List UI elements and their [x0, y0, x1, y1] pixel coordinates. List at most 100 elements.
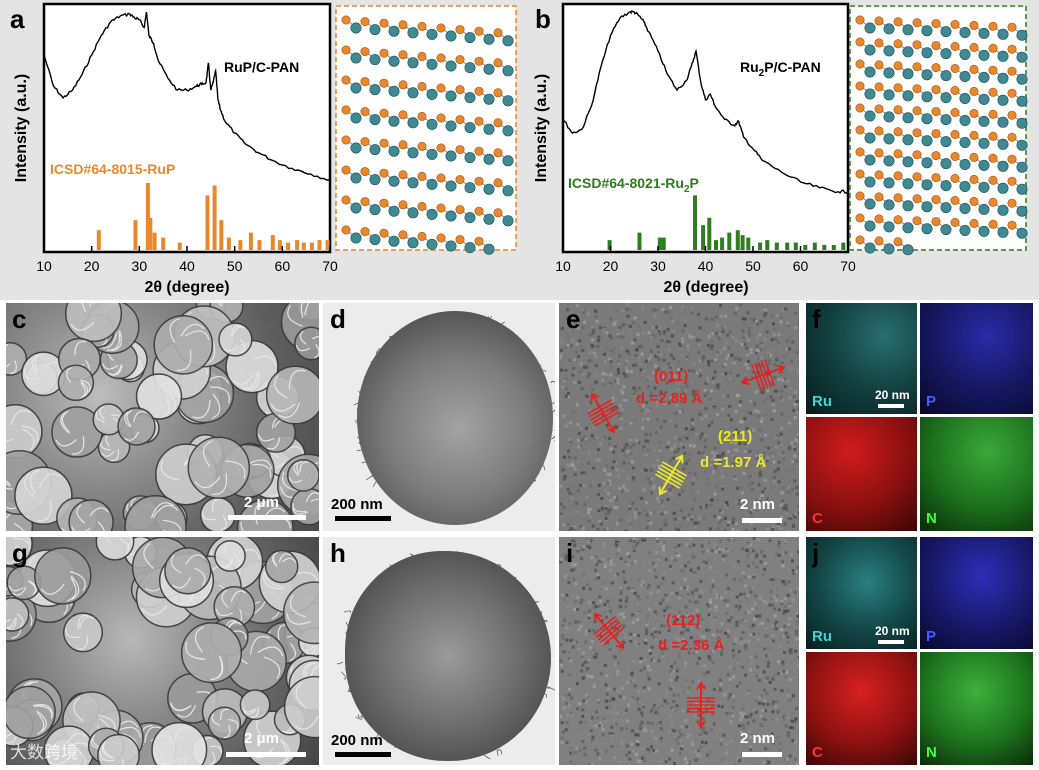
x-tick-label: 70 — [322, 258, 338, 274]
x-tick-label: 30 — [132, 258, 148, 274]
scale-bar-h — [335, 752, 391, 757]
scale-bar-d — [335, 516, 391, 521]
reference-stick — [714, 240, 718, 250]
scale-bar-e — [742, 518, 782, 523]
x-tick-label: 30 — [650, 258, 666, 274]
reference-stick — [774, 242, 779, 250]
reference-stick — [257, 240, 262, 250]
scale-text-h: 200 nm — [331, 732, 383, 749]
reference-stick — [133, 220, 138, 250]
reference-stick — [637, 232, 642, 250]
panel-label-j: j — [812, 538, 820, 568]
x-tick-label: 20 — [603, 258, 619, 274]
reference-stick — [831, 245, 836, 250]
scale-text-c: 2 μm — [244, 494, 280, 511]
reference-stick — [238, 240, 243, 250]
scale-bar-c — [228, 515, 306, 520]
reference-label-ru2p: ICSD#64-8021-Ru2P — [568, 175, 699, 195]
panel-label-d: d — [330, 304, 346, 334]
eds-map-p-j: P — [920, 537, 1033, 649]
reference-stick — [727, 232, 732, 250]
reference-stick — [325, 240, 330, 250]
x-tick-label: 20 — [84, 258, 100, 274]
eds-map-ru-f: Ru — [806, 303, 917, 414]
watermark: 大数跨境 — [10, 743, 78, 763]
reference-stick — [226, 237, 231, 250]
xrd-chart-a: 10 20 30 40 50 60 70 RuP/C-PAN ICSD#64-8015-Ru… — [13, 2, 517, 296]
reference-stick — [785, 242, 790, 250]
reference-label-rup: ICSD#64-8015-RuP — [50, 161, 175, 177]
scale-text-i: 2 nm — [740, 730, 776, 747]
x-tick-label: 60 — [793, 258, 809, 274]
reference-stick — [309, 242, 314, 250]
eds-map-p-f: P — [920, 303, 1033, 414]
eds-map-n-f: N — [920, 417, 1033, 531]
crystal-structure-ru2p — [855, 15, 1028, 256]
panel-label-h: h — [330, 538, 346, 568]
x-axis-title-b: 2θ (degree) — [663, 279, 748, 296]
reference-stick — [248, 232, 253, 250]
reference-stick — [793, 242, 798, 250]
reference-stick — [701, 225, 706, 250]
xrd-curve-rup — [43, 11, 330, 181]
reference-stick — [661, 237, 666, 250]
scale-bar-g — [226, 752, 306, 757]
reference-stick — [720, 237, 725, 250]
x-ticks-b: 10 20 30 40 50 60 70 — [555, 246, 856, 274]
scale-text-e: 2 nm — [740, 496, 776, 513]
plane-label-e2: (211) — [718, 428, 753, 445]
reference-stick — [212, 185, 217, 250]
reference-stick — [693, 195, 697, 250]
reference-stick — [758, 242, 763, 250]
plot-frame-b — [561, 2, 850, 254]
reference-stick — [161, 237, 166, 250]
reference-stick — [746, 237, 751, 250]
x-ticks-a: 10 20 30 40 50 60 70 — [36, 246, 338, 274]
reference-stick — [317, 240, 322, 250]
tem-image-d — [323, 303, 555, 531]
reference-stick — [286, 242, 291, 250]
plot-frame-a — [42, 2, 332, 254]
x-tick-label: 40 — [698, 258, 714, 274]
scale-text-d: 200 nm — [331, 496, 383, 513]
panel-label-a: a — [10, 4, 25, 34]
panel-label-e: e — [566, 304, 581, 334]
reference-stick — [812, 242, 817, 250]
reference-sticks-rup — [96, 183, 330, 250]
eds-map-n-j: N — [920, 652, 1033, 765]
plane-label-i1: (112) — [666, 612, 701, 629]
sample-label-rup: RuP/C-PAN — [224, 59, 299, 75]
eds-map-ru-j: Ru — [806, 537, 917, 649]
xrd-curve-ru2p — [562, 9, 849, 194]
sem-image-c — [6, 303, 319, 531]
plane-label-e1: (011) — [654, 368, 689, 385]
scale-bar-i — [742, 752, 782, 757]
reference-stick — [822, 245, 827, 250]
panel-label-g: g — [12, 538, 28, 568]
x-tick-label: 50 — [745, 258, 761, 274]
reference-stick — [177, 242, 182, 250]
reference-stick — [735, 230, 740, 250]
reference-stick — [148, 217, 153, 250]
reference-stick — [219, 220, 224, 250]
scale-text-f: 20 nm — [875, 388, 910, 402]
scale-text-g: 2 μm — [244, 730, 280, 747]
scale-text-j: 20 nm — [875, 624, 910, 638]
y-axis-title-b: Intensity (a.u.) — [533, 74, 550, 182]
reference-stick — [765, 240, 770, 250]
reference-stick — [707, 217, 712, 250]
panel-label-c: c — [12, 304, 27, 334]
reference-stick — [152, 232, 157, 250]
tem-image-h — [323, 537, 555, 765]
reference-stick — [841, 242, 846, 250]
hrtem-image-e — [559, 303, 799, 531]
panel-label-b: b — [535, 4, 551, 34]
reference-stick — [295, 240, 300, 250]
x-tick-label: 40 — [179, 258, 195, 274]
x-tick-label: 70 — [840, 258, 856, 274]
x-tick-label: 60 — [275, 258, 291, 274]
eds-map-c-f: C — [806, 417, 917, 531]
reference-stick — [277, 240, 282, 250]
d-spacing-e2: d =1.97 Å — [700, 454, 767, 471]
sample-label-ru2p: Ru2P/C-PAN — [740, 59, 821, 79]
